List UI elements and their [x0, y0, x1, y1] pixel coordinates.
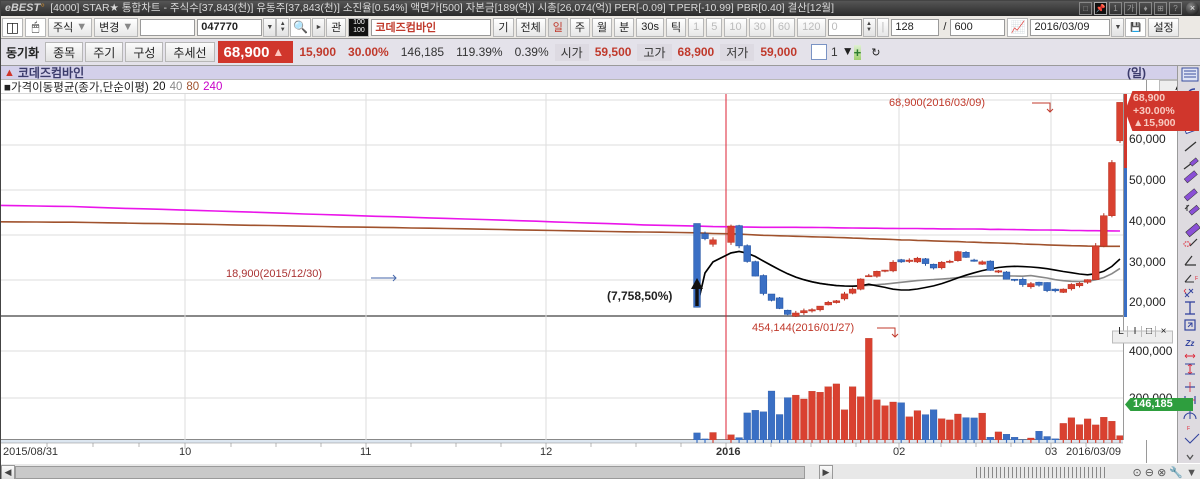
- svg-text:18,900(2015/12/30): 18,900(2015/12/30): [226, 268, 322, 280]
- svg-text:Zz: Zz: [1184, 339, 1194, 348]
- svg-text:454,144(2016/01/27): 454,144(2016/01/27): [752, 322, 854, 334]
- svg-text:(7,758,50%): (7,758,50%): [607, 289, 672, 303]
- svg-text:F: F: [1187, 426, 1190, 432]
- svg-text:68,900(2016/03/09): 68,900(2016/03/09): [889, 97, 985, 109]
- svg-text:F: F: [1195, 276, 1198, 282]
